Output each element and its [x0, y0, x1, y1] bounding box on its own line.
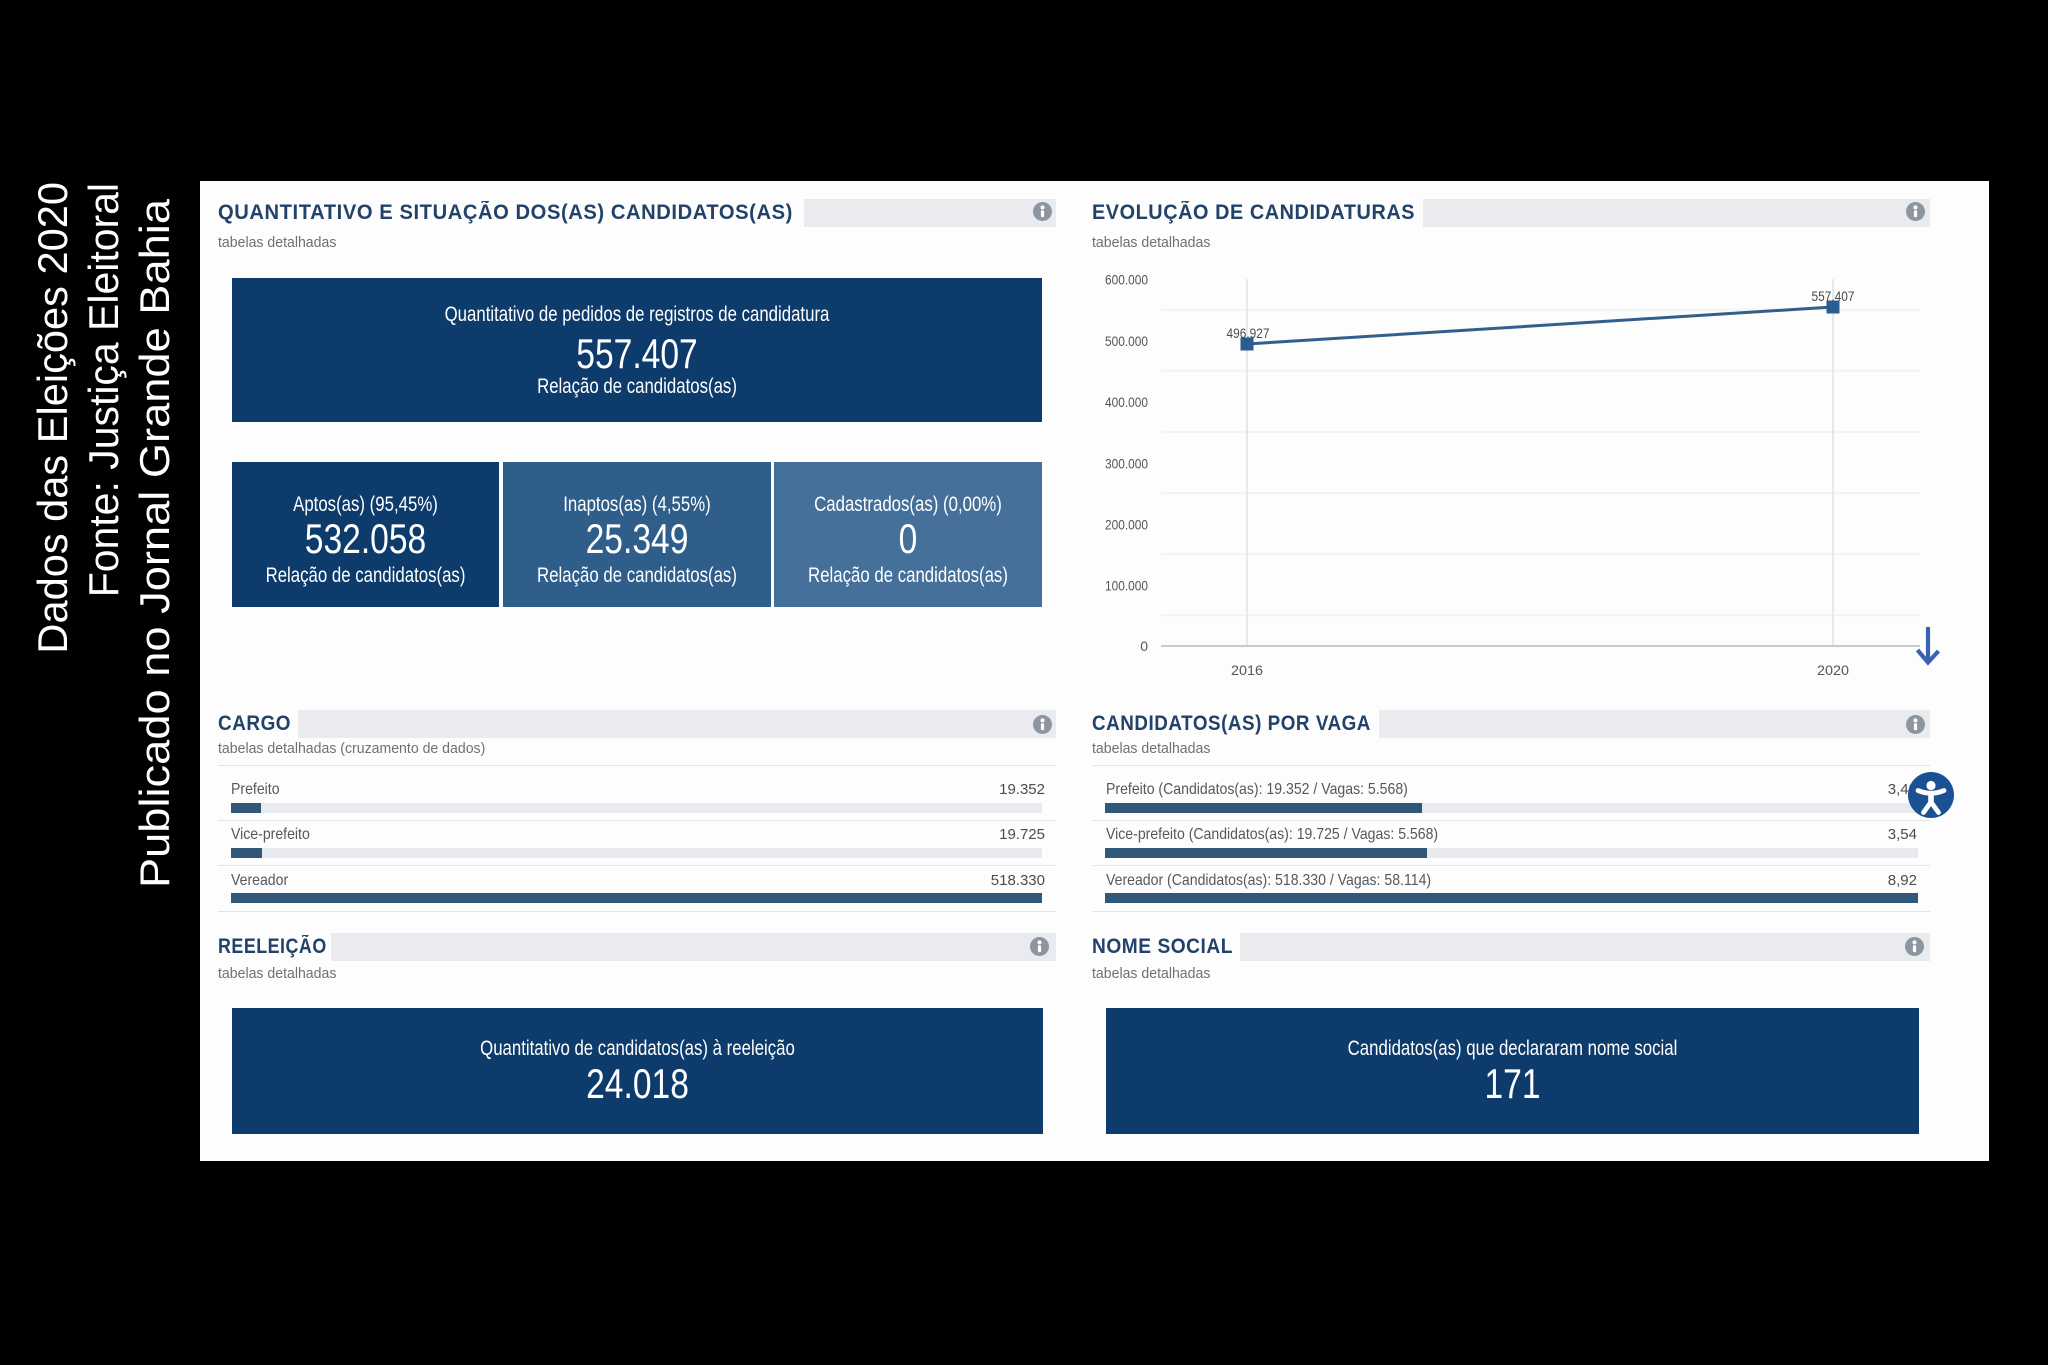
svg-text:557.407: 557.407: [1812, 288, 1855, 304]
svg-text:100.000: 100.000: [1105, 578, 1148, 594]
svg-text:200.000: 200.000: [1105, 517, 1148, 533]
svg-text:0: 0: [1140, 638, 1148, 654]
svg-text:496.927: 496.927: [1227, 325, 1270, 341]
svg-text:300.000: 300.000: [1105, 455, 1148, 471]
svg-text:500.000: 500.000: [1105, 333, 1148, 349]
svg-text:600.000: 600.000: [1105, 272, 1148, 288]
svg-text:2020: 2020: [1817, 662, 1849, 678]
svg-text:2016: 2016: [1231, 662, 1263, 678]
svg-text:400.000: 400.000: [1105, 394, 1148, 410]
